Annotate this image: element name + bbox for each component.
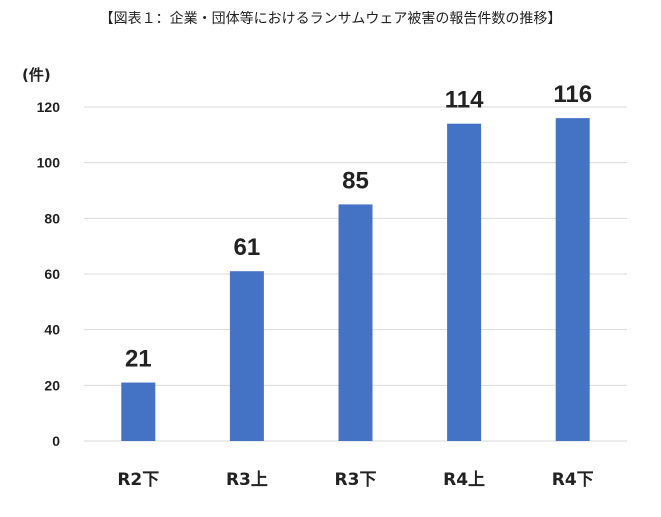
y-tick-label: 20 xyxy=(44,377,60,393)
x-category-label: R3上 xyxy=(226,470,268,490)
data-labels: 21 61 85 114 116 xyxy=(125,81,592,372)
x-category-label: R4上 xyxy=(443,470,485,490)
y-tick-label: 0 xyxy=(52,433,60,449)
bars xyxy=(121,118,590,441)
bar xyxy=(447,123,482,441)
x-category-label: R2下 xyxy=(117,470,159,490)
chart-title: 【図表１：企業・団体等におけるランサムウェア被害の報告件数の推移】 xyxy=(99,11,562,27)
x-axis-categories: R2下 R3上 R3下 R4上 R4下 xyxy=(117,470,593,490)
bar xyxy=(121,382,156,441)
y-tick-label: 60 xyxy=(44,266,60,282)
bar-value-label: 21 xyxy=(125,346,152,373)
y-tick-label: 40 xyxy=(44,322,60,338)
bar xyxy=(229,271,264,441)
y-axis-ticks: 0 20 40 60 80 100 120 xyxy=(37,99,61,449)
bar-value-label: 61 xyxy=(234,234,261,261)
x-category-label: R4下 xyxy=(552,470,594,490)
y-tick-label: 100 xyxy=(37,155,61,171)
y-tick-label: 80 xyxy=(44,210,60,226)
x-category-label: R3下 xyxy=(335,470,377,490)
bar xyxy=(338,204,373,441)
bar-value-label: 85 xyxy=(342,167,369,194)
bar-value-label: 114 xyxy=(445,87,484,114)
y-tick-label: 120 xyxy=(37,99,61,115)
y-axis-unit-label: (件) xyxy=(22,66,51,84)
bar-value-label: 116 xyxy=(553,81,592,108)
bar xyxy=(555,118,590,441)
